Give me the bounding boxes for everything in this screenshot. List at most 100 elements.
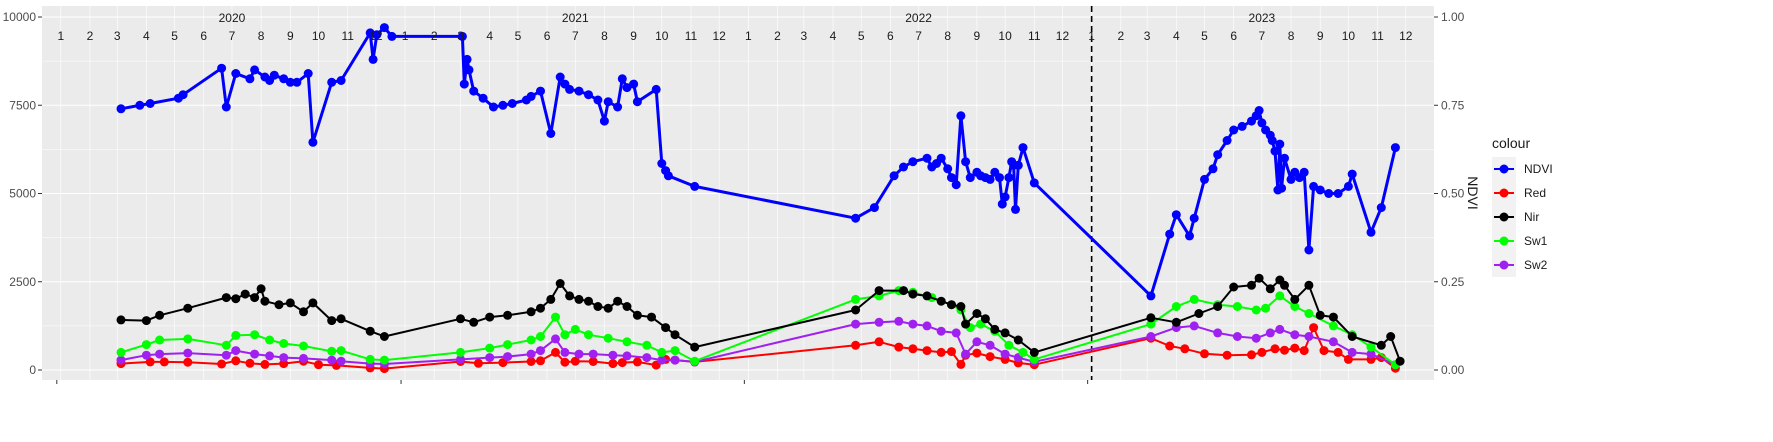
legend-item-red: Red: [1492, 181, 1546, 205]
data-point-nir: [365, 326, 375, 336]
month-label: 5: [858, 29, 865, 43]
data-point-ndvi: [1208, 164, 1218, 174]
data-point-nir: [155, 310, 165, 320]
data-point-nir: [947, 300, 956, 310]
data-point-ndvi: [1213, 150, 1223, 160]
series-red: [116, 323, 1400, 374]
month-label: 2: [774, 29, 781, 43]
data-point-sw1: [1366, 342, 1376, 352]
legend-key-point: [1499, 212, 1509, 222]
month-label: 12: [1399, 29, 1413, 43]
data-point-red: [1333, 347, 1343, 357]
data-point-sw2: [336, 356, 346, 366]
data-point-sw2: [588, 349, 598, 359]
data-point-ndvi: [1304, 245, 1314, 255]
legend-title: colour: [1492, 135, 1530, 151]
year-label: 2020: [219, 11, 246, 25]
data-point-nir: [1290, 294, 1300, 304]
data-point-sw2: [670, 355, 680, 365]
month-label: 1: [745, 29, 752, 43]
data-point-nir: [1029, 347, 1039, 357]
data-point-sw2: [657, 355, 667, 365]
month-labels: 1 2 3 4 5 6 7 8 9 10 11 12 1 2 3 4 5 6 7 8 9 10 11 12 1 2 3 4 5 6 7 8 9 1…: [57, 29, 1412, 43]
legend-label-red: Red: [1524, 186, 1546, 200]
data-point-nir: [593, 302, 603, 311]
month-label: 4: [830, 29, 837, 43]
data-point-sw2: [1366, 349, 1376, 359]
data-point-ndvi: [961, 157, 971, 167]
data-point-ndvi: [1029, 178, 1039, 188]
data-point-nir: [980, 314, 990, 324]
legend-item-sw1: Sw1: [1492, 229, 1548, 253]
data-point-sw2: [1189, 321, 1199, 331]
month-label: 3: [114, 29, 121, 43]
data-point-sw2: [874, 317, 884, 327]
data-point-sw1: [1261, 303, 1271, 313]
data-point-sw2: [1265, 328, 1275, 338]
data-point-red: [947, 347, 956, 357]
data-point-red: [159, 357, 169, 367]
data-point-nir: [240, 289, 250, 299]
data-point-nir: [922, 291, 932, 301]
y-tick-label: 0: [29, 363, 36, 377]
data-point-sw1: [221, 340, 231, 350]
y-tick-label: 7500: [9, 98, 36, 112]
data-point-sw1: [1290, 302, 1300, 311]
data-point-ndvi: [1347, 169, 1357, 179]
data-point-ndvi: [1286, 174, 1296, 184]
data-point-sw1: [183, 334, 193, 344]
data-point-nir: [584, 296, 593, 306]
month-label: 11: [341, 29, 354, 43]
data-point-nir: [622, 302, 632, 311]
data-point-ndvi: [908, 157, 918, 167]
data-point-red: [1343, 354, 1353, 364]
grid-lines: [42, 6, 1434, 380]
data-point-ndvi: [1366, 227, 1376, 237]
data-point-sw1: [1328, 321, 1338, 331]
data-point-sw1: [690, 356, 700, 366]
data-point-ndvi: [308, 137, 318, 147]
data-point-nir: [1265, 284, 1275, 294]
data-point-nir: [690, 342, 700, 352]
data-point-red: [1280, 345, 1289, 355]
data-point-sw2: [560, 347, 570, 357]
data-point-sw2: [961, 349, 971, 359]
data-point-ndvi: [936, 153, 946, 163]
data-point-nir: [555, 279, 565, 288]
year-label: 2023: [1249, 11, 1276, 25]
data-point-sw1: [536, 332, 545, 341]
data-point-sw1: [1189, 294, 1199, 304]
data-point-sw2: [908, 319, 918, 329]
legend-label-sw2: Sw2: [1524, 258, 1548, 272]
month-label: 6: [544, 29, 551, 43]
data-point-nir: [274, 300, 284, 310]
data-point-nir: [1194, 309, 1204, 318]
data-point-ndvi: [1277, 183, 1287, 193]
data-point-red: [588, 357, 598, 366]
data-point-sw1: [456, 347, 465, 357]
data-point-nir: [327, 316, 337, 326]
data-point-sw2: [951, 328, 961, 338]
data-point-red: [1290, 343, 1300, 353]
data-point-ndvi: [651, 84, 661, 94]
data-point-sw1: [570, 324, 580, 334]
y2-tick-label: 0.50: [1441, 187, 1465, 201]
y2-tick-label: 0.75: [1441, 98, 1465, 112]
data-point-red: [1222, 350, 1232, 360]
data-point-red: [231, 356, 241, 366]
data-point-ndvi: [922, 153, 932, 163]
data-point-ndvi: [629, 79, 639, 89]
year-label: 2022: [905, 11, 932, 25]
data-point-red: [1257, 347, 1267, 357]
month-label: 8: [944, 29, 951, 43]
data-point-sw2: [536, 346, 545, 356]
data-point-red: [526, 357, 536, 366]
month-label: 7: [915, 29, 922, 43]
data-point-ndvi: [217, 63, 227, 73]
data-point-sw1: [485, 343, 495, 353]
month-label: 10: [312, 29, 326, 43]
month-label: 7: [229, 29, 236, 43]
data-point-ndvi: [292, 77, 302, 87]
data-point-ndvi: [245, 74, 255, 84]
data-point-sw1: [1146, 319, 1156, 329]
